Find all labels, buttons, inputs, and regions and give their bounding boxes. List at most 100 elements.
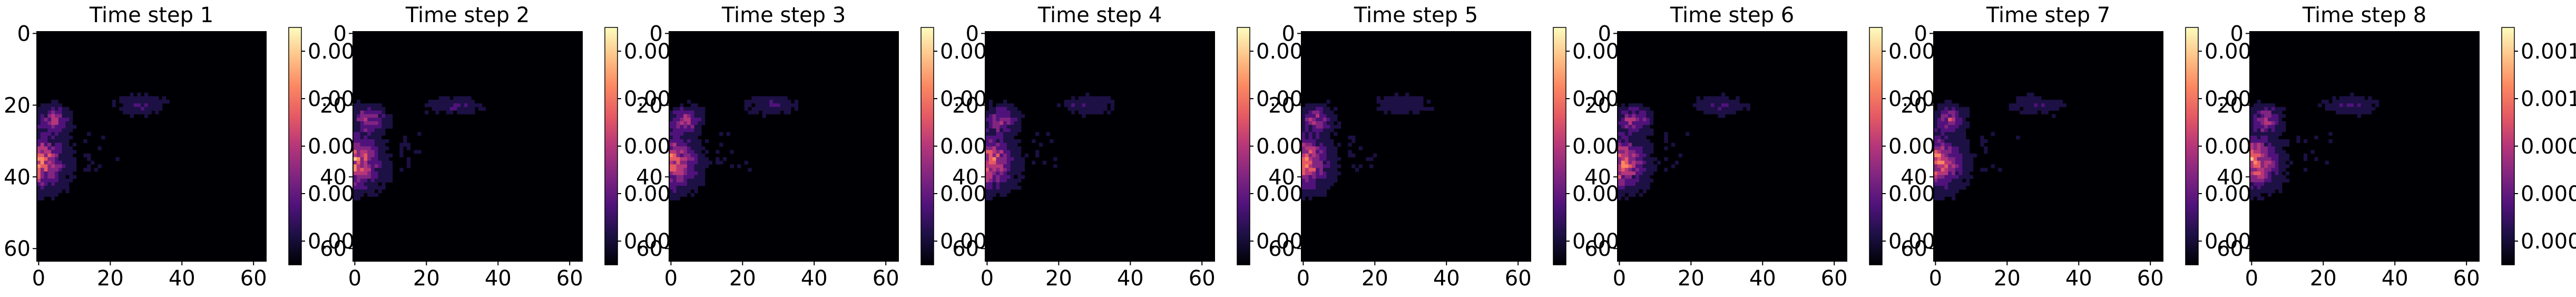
panel-title: Time step 5 [1354,3,1478,27]
x-tick-label: 60 [556,266,583,291]
heatmap-image [1618,32,1847,261]
colorbar-tick-label: 0.00075 [2521,135,2576,159]
panel-3: Time step 30 20 40 6002040600.0010.0010.000… [636,3,1000,291]
heatmap-image [353,32,582,261]
axes-frame [1301,31,1531,262]
y-tick-label: 0 [650,22,663,46]
colorbar [2501,27,2515,265]
x-tick-label: 20 [729,266,756,291]
axes-frame [352,31,583,262]
y-tick-label: 60 [320,237,347,261]
y-tick-label: 20 [952,93,979,118]
x-tick-label: 20 [97,266,124,291]
x-tick-label: 40 [1749,266,1776,291]
heatmap-image [1301,32,1531,261]
x-tick-label: 0 [981,266,994,291]
x-tick-label: 20 [1678,266,1705,291]
y-tick-label: 0 [1914,22,1927,46]
y-tick-label: 40 [320,165,347,189]
x-tick-label: 0 [32,266,45,291]
y-tick-label: 40 [1584,165,1611,189]
colorbar [288,27,302,265]
y-tick-label: 40 [4,165,31,189]
y-tick-label: 40 [2217,165,2244,189]
panel-title: Time step 1 [89,3,213,27]
y-tick-label: 20 [2217,93,2244,118]
y-tick-label: 0 [2230,22,2244,46]
panel-title: Time step 8 [2302,3,2426,27]
y-tick-label: 20 [636,93,663,118]
x-tick-label: 20 [1994,266,2021,291]
y-tick-label: 0 [1282,22,1295,46]
heatmap-image [37,32,266,261]
x-tick-label: 60 [1821,266,1848,291]
x-tick-label: 40 [485,266,512,291]
y-tick-label: 60 [1268,237,1295,261]
axes-frame [1617,31,1847,262]
x-tick-label: 40 [1117,266,1144,291]
heatmap-image [2250,32,2479,261]
y-tick-label: 40 [952,165,979,189]
colorbar [1237,27,1250,265]
panel-8: Time step 8020406002040600.001250.001000… [2217,3,2576,291]
y-tick-label: 0 [17,22,31,46]
x-tick-label: 60 [1189,266,1216,291]
x-tick-label: 40 [1433,266,1460,291]
x-tick-label: 40 [2382,266,2408,291]
y-tick-label: 40 [1901,165,1927,189]
y-tick-label: 0 [334,22,347,46]
x-tick-label: 20 [1362,266,1388,291]
colorbar [604,27,618,265]
panel-1: Time step 10 20 40 6002040600.0010.0010.000… [4,3,368,291]
x-tick-label: 40 [2065,266,2092,291]
x-tick-label: 0 [664,266,678,291]
panel-title: Time step 7 [1986,3,2110,27]
x-tick-label: 40 [169,266,195,291]
y-tick-label: 60 [2217,237,2244,261]
x-tick-label: 0 [2245,266,2258,291]
x-tick-label: 20 [2310,266,2337,291]
x-tick-label: 60 [2453,266,2480,291]
colorbar-tick-label: 0.00025 [2521,229,2576,254]
panel-title: Time step 3 [721,3,846,27]
panel-title: Time step 6 [1670,3,1794,27]
x-tick-label: 60 [240,266,267,291]
y-tick-label: 20 [320,93,347,118]
y-tick-label: 60 [1584,237,1611,261]
colorbar-tick-label: 0.00050 [2521,182,2576,206]
y-tick-label: 60 [636,237,663,261]
panel-title: Time step 2 [405,3,530,27]
colorbar-tick-label: 0.00100 [2521,87,2576,111]
y-tick-label: 0 [1598,22,1611,46]
x-tick-label: 40 [801,266,828,291]
x-tick-label: 0 [1297,266,1310,291]
panel-5: Time step 50 20 40 6002040600.0010.0010.000… [1268,3,1632,291]
x-tick-label: 0 [1929,266,1942,291]
panel-4: Time step 40 20 40 6002040600.0010.0010.000… [952,3,1316,291]
y-tick-label: 20 [1268,93,1295,118]
heatmap-image [985,32,1214,261]
x-tick-label: 0 [1613,266,1626,291]
y-tick-label: 40 [636,165,663,189]
panel-6: Time step 60 20 40 6002040600.00150.0010.00… [1584,3,1962,291]
y-tick-label: 60 [1901,237,1927,261]
heatmap-image [1934,32,2163,261]
axes-frame [985,31,1215,262]
panel-title: Time step 4 [1037,3,1162,27]
colorbar [1869,27,1883,265]
y-tick-label: 60 [4,237,31,261]
y-tick-label: 20 [1901,93,1927,118]
heatmap-image [669,32,898,261]
axes-frame [36,31,267,262]
x-tick-label: 60 [2137,266,2164,291]
colorbar [920,27,934,265]
panel-7: Time step 70 20 40 6002040600.0010.0010.000… [1901,3,2265,291]
axes-frame [669,31,899,262]
panel-2: Time step 20 20 40 6002040600.0010.0010.000… [320,3,684,291]
x-tick-label: 20 [413,266,440,291]
y-tick-label: 60 [952,237,979,261]
x-tick-label: 60 [873,266,899,291]
x-tick-label: 0 [348,266,361,291]
y-tick-label: 20 [4,93,31,118]
